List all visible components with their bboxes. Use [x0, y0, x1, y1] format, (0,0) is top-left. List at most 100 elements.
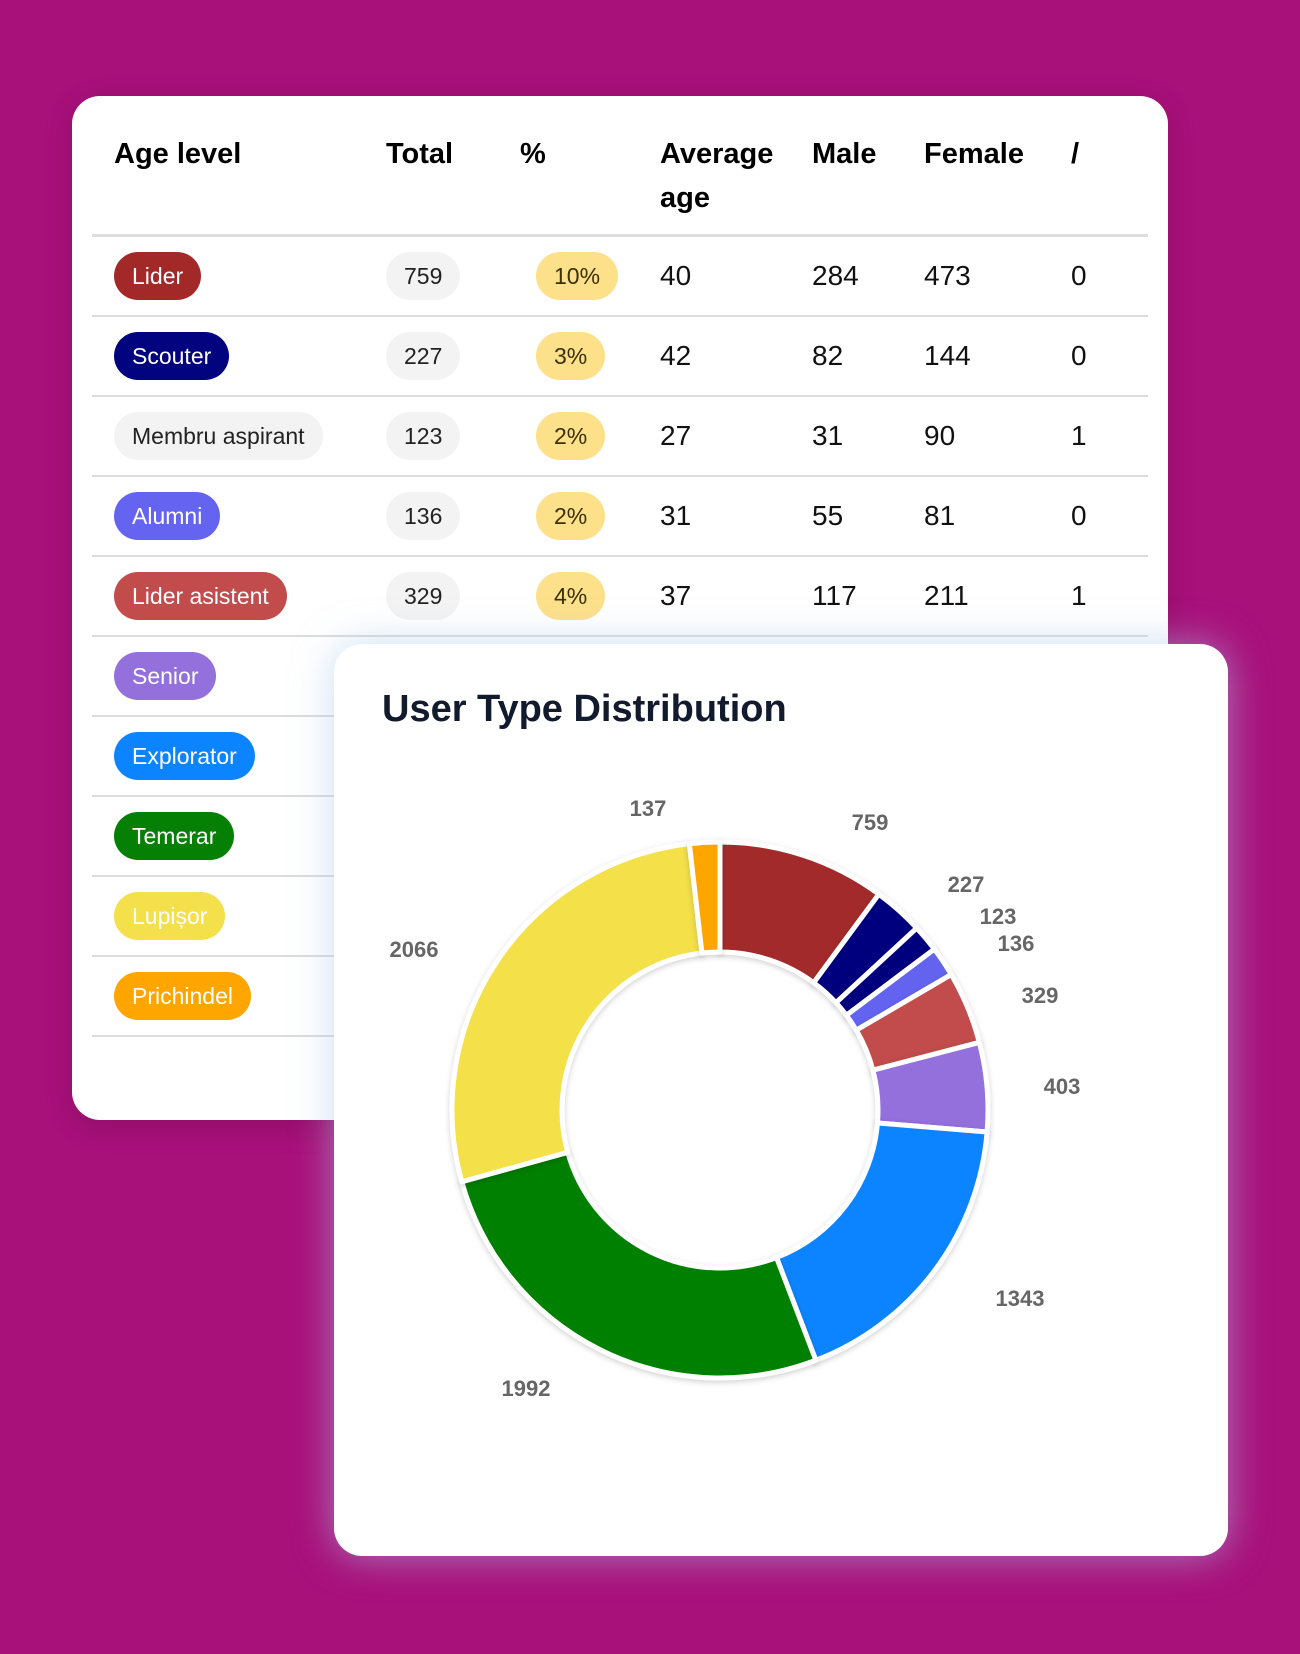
- header-total[interactable]: Total: [364, 96, 498, 237]
- female-value: 144: [924, 340, 971, 371]
- chart-title: User Type Distribution: [382, 688, 787, 730]
- header-age-level[interactable]: Age level: [92, 96, 364, 237]
- other-value: 0: [1071, 340, 1087, 371]
- percent-badge: 2%: [536, 492, 606, 540]
- data-label: 1992: [502, 1376, 551, 1401]
- male-cell: 55: [790, 476, 902, 557]
- male-value: 55: [812, 500, 844, 531]
- male-value: 31: [812, 420, 844, 451]
- age-level-badge[interactable]: Temerar: [114, 812, 235, 860]
- data-label: 1343: [996, 1286, 1045, 1311]
- average-age-value: 37: [660, 580, 692, 611]
- total-cell: 136: [364, 476, 498, 557]
- other-cell: 0: [1049, 316, 1148, 397]
- percent-cell: 4%: [498, 556, 638, 637]
- male-value: 82: [812, 340, 844, 371]
- percent-badge: 2%: [536, 412, 606, 460]
- table-row[interactable]: Alumni 136 2% 31 55 81 0: [92, 476, 1148, 557]
- female-cell: 81: [902, 476, 1049, 557]
- table-row[interactable]: Lider 759 10% 40 284 473 0: [92, 235, 1148, 317]
- table-row[interactable]: Scouter 227 3% 42 82 144 0: [92, 316, 1148, 397]
- header-average-age[interactable]: Average age: [638, 96, 790, 237]
- average-age-value: 42: [660, 340, 692, 371]
- donut-slice-explorator[interactable]: [774, 1120, 990, 1363]
- table-row[interactable]: Lider asistent 329 4% 37 117 211 1: [92, 556, 1148, 637]
- percent-cell: 2%: [498, 476, 638, 557]
- other-cell: 1: [1049, 556, 1148, 637]
- female-value: 473: [924, 260, 971, 291]
- level-cell: Scouter: [92, 316, 364, 397]
- header-other[interactable]: /: [1049, 96, 1148, 237]
- average-age-value: 31: [660, 500, 692, 531]
- total-badge: 227: [386, 332, 461, 380]
- level-cell: Membru aspirant: [92, 396, 364, 477]
- total-cell: 123: [364, 396, 498, 477]
- age-level-badge[interactable]: Scouter: [114, 332, 230, 380]
- level-cell: Prichindel: [92, 956, 364, 1037]
- age-level-badge[interactable]: Prichindel: [114, 972, 251, 1020]
- total-badge: 136: [386, 492, 461, 540]
- level-cell: Lupișor: [92, 876, 364, 957]
- percent-cell: 2%: [498, 396, 638, 477]
- data-label: 2066: [390, 937, 439, 962]
- header-male[interactable]: Male: [790, 96, 902, 237]
- total-cell: 759: [364, 235, 498, 317]
- average-age-cell: 42: [638, 316, 790, 397]
- total-cell: 329: [364, 556, 498, 637]
- average-age-cell: 27: [638, 396, 790, 477]
- header-female[interactable]: Female: [902, 96, 1049, 237]
- data-label: 403: [1044, 1074, 1081, 1099]
- other-cell: 0: [1049, 235, 1148, 317]
- average-age-value: 27: [660, 420, 692, 451]
- total-badge: 123: [386, 412, 461, 460]
- data-label: 329: [1022, 983, 1059, 1008]
- level-cell: Temerar: [92, 796, 364, 877]
- female-cell: 473: [902, 235, 1049, 317]
- female-cell: 90: [902, 396, 1049, 477]
- data-label: 123: [980, 904, 1017, 929]
- donut-slice-prichindel[interactable]: [686, 839, 723, 956]
- total-badge: 329: [386, 572, 461, 620]
- data-label: 136: [998, 931, 1035, 956]
- level-cell: Alumni: [92, 476, 364, 557]
- donut-slice-lupișor[interactable]: [449, 841, 705, 1185]
- donut-slice-temerar[interactable]: [459, 1149, 819, 1381]
- female-value: 211: [924, 580, 969, 611]
- percent-badge: 10%: [536, 252, 619, 300]
- header-percent[interactable]: %: [498, 96, 638, 237]
- male-cell: 284: [790, 235, 902, 317]
- female-value: 90: [924, 420, 956, 451]
- level-cell: Explorator: [92, 716, 364, 797]
- age-level-badge[interactable]: Lupișor: [114, 892, 226, 940]
- other-value: 1: [1071, 420, 1087, 451]
- female-value: 81: [924, 500, 956, 531]
- percent-cell: 10%: [498, 235, 638, 317]
- average-age-cell: 40: [638, 235, 790, 317]
- female-cell: 211: [902, 556, 1049, 637]
- other-value: 0: [1071, 260, 1087, 291]
- age-level-badge[interactable]: Lider: [114, 252, 202, 300]
- male-cell: 31: [790, 396, 902, 477]
- female-cell: 144: [902, 316, 1049, 397]
- age-level-badge[interactable]: Explorator: [114, 732, 255, 780]
- male-cell: 82: [790, 316, 902, 397]
- percent-cell: 3%: [498, 316, 638, 397]
- age-level-badge[interactable]: Membru aspirant: [114, 412, 323, 460]
- table-header-row: Age level Total % Average age Male Femal…: [92, 96, 1148, 237]
- table-row[interactable]: Membru aspirant 123 2% 27 31 90 1: [92, 396, 1148, 477]
- male-value: 284: [812, 260, 859, 291]
- age-level-badge[interactable]: Lider asistent: [114, 572, 287, 620]
- data-label: 759: [852, 810, 889, 835]
- total-badge: 759: [386, 252, 461, 300]
- percent-badge: 4%: [536, 572, 606, 620]
- level-cell: Senior: [92, 636, 364, 717]
- age-level-badge[interactable]: Alumni: [114, 492, 221, 540]
- male-cell: 117: [790, 556, 902, 637]
- age-level-badge[interactable]: Senior: [114, 652, 217, 700]
- level-cell: Lider: [92, 235, 364, 317]
- other-cell: 0: [1049, 476, 1148, 557]
- data-label: 227: [948, 872, 985, 897]
- average-age-cell: 31: [638, 476, 790, 557]
- level-cell: Lider asistent: [92, 556, 364, 637]
